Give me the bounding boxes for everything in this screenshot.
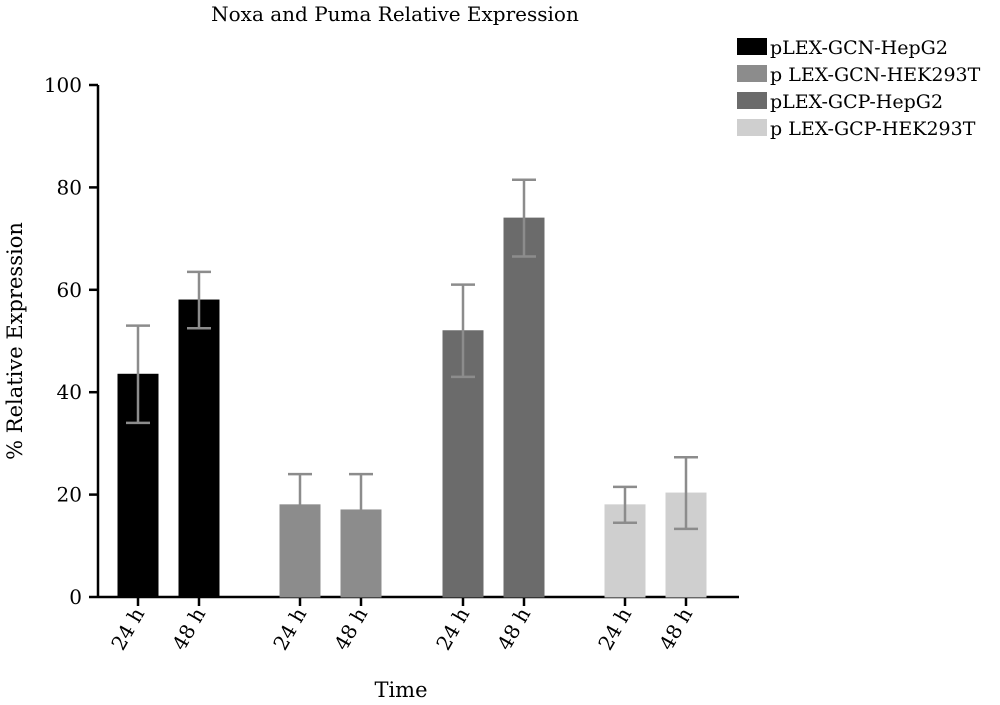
x-tick-label: 48 h	[167, 603, 210, 654]
x-tick-label: 24 h	[593, 603, 636, 654]
legend-swatch	[737, 38, 767, 55]
legend: pLEX-GCN-HepG2 p LEX-GCN-HEK293T pLEX-GCP-…	[737, 37, 981, 140]
chart-title: Noxa and Puma Relative Expression	[211, 2, 579, 26]
bar	[117, 373, 159, 598]
legend-swatch	[737, 92, 767, 109]
x-tick-label: 48 h	[329, 603, 372, 654]
y-tick-label: 0	[69, 585, 82, 609]
legend-swatch	[737, 119, 767, 136]
x-tick-label: 24 h	[268, 603, 311, 654]
legend-label: pLEX-GCN-HepG2	[770, 37, 948, 59]
x-tick-label: 48 h	[492, 603, 535, 654]
legend-swatch	[737, 65, 767, 82]
x-tick-label: 24 h	[431, 603, 474, 654]
legend-label: p LEX-GCN-HEK293T	[770, 64, 981, 86]
y-axis-label: % Relative Expression	[3, 222, 27, 460]
legend-label: p LEX-GCP-HEK293T	[770, 118, 976, 140]
x-axis: 24 h 48 h 24 h 48 h 24 h 48 h 24 h 48 h	[98, 595, 739, 654]
x-axis-label: Time	[374, 678, 427, 702]
y-tick-label: 60	[57, 278, 82, 302]
x-tick-label: 48 h	[654, 603, 697, 654]
bar	[503, 217, 545, 598]
x-tick-label: 24 h	[106, 603, 149, 654]
y-tick-label: 100	[44, 73, 82, 97]
y-tick-label: 80	[57, 175, 82, 199]
y-axis: 0 20 40 60 80 100	[44, 73, 100, 609]
bars-group	[117, 178, 707, 598]
y-tick-label: 20	[57, 483, 82, 507]
bar	[178, 299, 220, 598]
legend-label: pLEX-GCP-HepG2	[770, 91, 943, 113]
y-tick-label: 40	[57, 380, 82, 404]
